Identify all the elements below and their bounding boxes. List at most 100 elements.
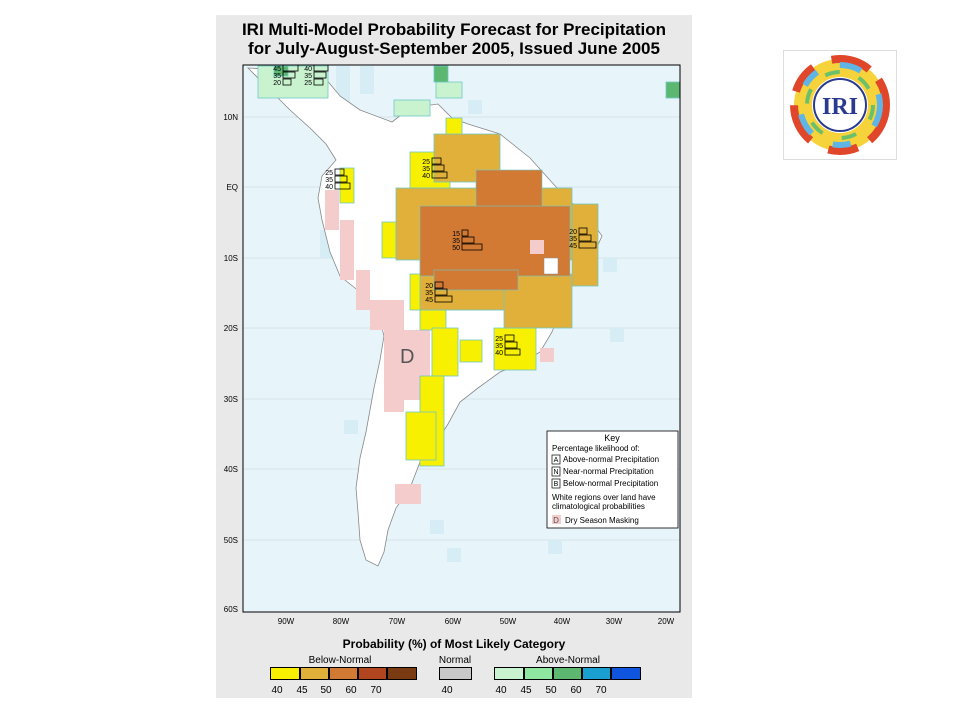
annotation-bar-below <box>334 182 351 190</box>
legend-swatch-below-45 <box>300 667 329 680</box>
annotation-bar-normal <box>334 175 348 183</box>
lon-label: 20W <box>658 617 675 626</box>
key-letter: B <box>554 481 559 488</box>
legend-swatch-above-50 <box>553 667 582 680</box>
annotation-value: 25 <box>304 80 312 87</box>
annotation-value: 35 <box>325 177 333 184</box>
dry-season-mark: D <box>400 346 414 368</box>
annotation-value: 15 <box>452 231 460 238</box>
key-item-label: Above-normal Precipitation <box>563 455 659 464</box>
legend-tick: 70 <box>595 685 607 696</box>
lat-label: 50S <box>224 536 238 545</box>
annotation-value: 40 <box>495 350 503 357</box>
annotation-bar-above <box>578 227 588 235</box>
white-interior-cell <box>543 257 559 275</box>
legend-swatch-above-70 <box>611 667 641 680</box>
above-normal-50-cells <box>273 65 681 99</box>
annotation-value: 35 <box>422 166 430 173</box>
map-title-line2: for July-August-September 2005, Issued J… <box>248 39 660 58</box>
probability-annotations: 45 35 20 40 35 25 25 35 40 25 35 40 15 3… <box>273 64 597 357</box>
annotation-bar-normal <box>504 341 518 349</box>
key-dry-swatch <box>552 515 561 524</box>
annotation-bar-above <box>461 229 469 237</box>
legend-swatch-above-60 <box>582 667 611 680</box>
lat-label: EQ <box>226 183 238 192</box>
legend-swatch-below-60 <box>358 667 387 680</box>
annotation-value: 20 <box>425 283 433 290</box>
lon-label: 90W <box>278 617 295 626</box>
key-dry-label: Dry Season Masking <box>565 516 639 525</box>
legend-swatch-above-40 <box>494 667 524 680</box>
annotation-bar-above <box>334 168 345 176</box>
annotation-bar-normal <box>461 236 475 244</box>
annotation-value: 20 <box>569 229 577 236</box>
annotation-bar-normal <box>313 71 327 79</box>
legend-tick: 50 <box>545 685 557 696</box>
legend-swatch-below-40 <box>270 667 300 680</box>
lon-label: 40W <box>554 617 571 626</box>
annotation-value: 50 <box>452 245 460 252</box>
annotation-value: 25 <box>422 159 430 166</box>
annotation-value: 40 <box>304 66 312 73</box>
annotation-bar-above <box>313 64 329 72</box>
annotation-value: 35 <box>273 73 281 80</box>
legend-swatch-below-70 <box>387 667 417 680</box>
annotation-value: 35 <box>569 236 577 243</box>
legend-tick: 40 <box>495 685 507 696</box>
key-letter: A <box>554 457 559 464</box>
lon-label: 50W <box>500 617 517 626</box>
annotation-value: 40 <box>325 184 333 191</box>
legend-below-label: Below-Normal <box>308 655 372 666</box>
annotation-bar-normal <box>431 164 445 172</box>
annotation-bar-below <box>282 78 292 86</box>
legend-swatch-above-45 <box>524 667 553 680</box>
legend-tick: 45 <box>296 685 308 696</box>
lat-label: 30S <box>224 395 238 404</box>
annotation-bar-above <box>431 157 442 165</box>
annotation-value: 35 <box>495 343 503 350</box>
iri-seal-icon: IRI <box>790 55 890 155</box>
annotation-bar-below <box>504 348 521 356</box>
lon-label: 70W <box>389 617 406 626</box>
annotation-bar-below <box>461 243 483 251</box>
annotation-value: 45 <box>273 66 281 73</box>
key-subtitle: Percentage likelihood of: <box>552 444 640 453</box>
key-note: White regions over land have <box>552 493 656 502</box>
annotation-value: 40 <box>422 173 430 180</box>
lat-label: 10S <box>224 254 238 263</box>
key-letter-box <box>551 466 561 477</box>
key-item-label: Below-normal Precipitation <box>563 479 658 488</box>
key-letter: N <box>553 469 558 476</box>
map-title-line1: IRI Multi-Model Probability Forecast for… <box>241 20 667 39</box>
annotation-value: 45 <box>425 297 433 304</box>
lat-label: 60S <box>224 605 238 614</box>
key-dry-letter: D <box>553 516 559 525</box>
map-key: Key Percentage likelihood of: A Above-no… <box>546 430 679 529</box>
legend-tick: 50 <box>320 685 332 696</box>
key-note: climatological probabilities <box>552 502 645 511</box>
legend-above-label: Above-Normal <box>536 655 600 666</box>
iri-logo: IRI <box>783 50 897 160</box>
annotation-bar-above <box>504 334 515 342</box>
annotation-value: 45 <box>569 243 577 250</box>
legend-tick: 40 <box>271 685 283 696</box>
logo-text: IRI <box>822 94 858 120</box>
lat-label: 20S <box>224 324 238 333</box>
legend-normal-label: Normal <box>438 655 472 666</box>
legend-tick: 60 <box>570 685 582 696</box>
annotation-bar-normal <box>578 234 592 242</box>
key-title: Key <box>604 433 620 443</box>
annotation-value: 25 <box>495 336 503 343</box>
annotation-bar-above <box>434 281 444 289</box>
annotation-value: 25 <box>325 170 333 177</box>
key-letter-box <box>551 454 561 465</box>
legend-tick: 40 <box>441 685 453 696</box>
annotation-bar-below <box>313 78 324 86</box>
legend-tick: 60 <box>345 685 357 696</box>
annotation-bar-above <box>282 64 299 72</box>
map-frame <box>242 64 681 613</box>
legend-swatch-normal-40 <box>439 667 472 680</box>
dry-mask-interior <box>530 240 544 254</box>
lat-label: 10N <box>223 113 238 122</box>
